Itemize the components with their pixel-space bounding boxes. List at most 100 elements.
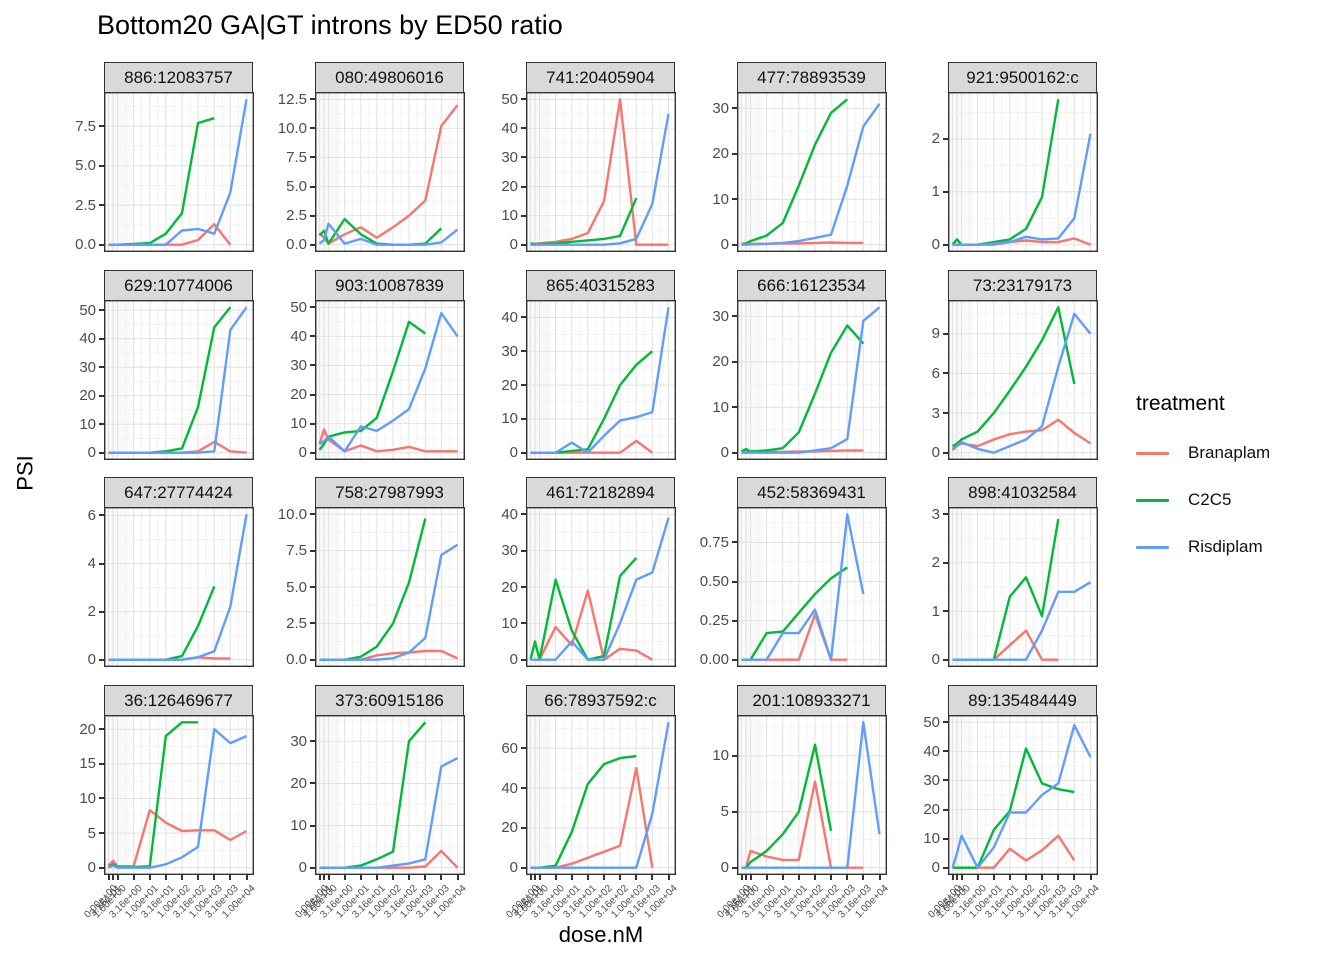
y-tick-mark — [521, 586, 526, 588]
x-tick-mark — [1041, 875, 1044, 880]
y-tick-mark — [99, 204, 104, 207]
y-tick-label: 10 — [712, 398, 729, 416]
facet-strip-label: 89:135484449 — [968, 690, 1077, 710]
x-tick-mark — [765, 875, 768, 880]
y-tick-label: 0.0 — [286, 236, 307, 254]
y-tick-label: 5.0 — [75, 157, 96, 175]
y-tick-label: 2.5 — [286, 207, 307, 225]
series-line-risdiplam — [108, 99, 248, 246]
y-tick-label: 20 — [501, 819, 518, 837]
y-tick-label: 40 — [501, 779, 518, 797]
legend-key-line — [1136, 498, 1169, 502]
y-tick-mark — [310, 156, 315, 159]
y-tick-label: 40 — [290, 327, 307, 345]
facet-panel — [315, 300, 465, 460]
y-tick-mark — [521, 316, 526, 319]
facet-panel — [737, 300, 887, 460]
facet: 629:10774006 0 10 20 30 40 50 — [56, 270, 256, 520]
series-line-risdiplam — [108, 306, 248, 454]
series-line-risdiplam — [951, 312, 1092, 454]
y-tick-label: 30 — [290, 732, 307, 750]
x-tick-mark — [538, 875, 541, 880]
y-tick-mark — [99, 451, 104, 454]
legend-entry-label: C2C5 — [1188, 490, 1232, 509]
x-tick-mark — [1057, 875, 1060, 880]
y-tick-mark — [99, 797, 104, 800]
facet: 201:108933271 0 5 10 0.00e+00 3.16e-01 1.00e+0… — [689, 685, 890, 935]
facet-strip: 741:20405904 — [526, 62, 675, 93]
facet: 080:49806016 0.0 2.5 5.0 7.5 10.0 12.5 — [267, 62, 467, 312]
facet-strip: 73:23179173 — [948, 270, 1097, 301]
y-tick-mark — [99, 514, 104, 517]
x-tick-mark — [107, 875, 110, 880]
y-tick-label: 20 — [290, 386, 307, 404]
x-tick-mark — [781, 875, 784, 880]
y-tick-mark — [99, 866, 104, 869]
x-tick-mark — [667, 875, 670, 880]
facet-panel — [737, 507, 887, 667]
y-tick-label: 7.5 — [286, 148, 307, 166]
x-tick-mark — [1073, 875, 1076, 880]
y-tick-mark — [521, 243, 526, 246]
facet-strip-label: 898:41032584 — [968, 482, 1077, 502]
x-tick-mark — [359, 875, 362, 880]
y-tick-label: 7.5 — [75, 117, 96, 135]
x-tick-mark — [213, 875, 216, 880]
y-tick-label: 5.0 — [286, 178, 307, 196]
y-tick-label: 10 — [923, 830, 940, 848]
facet-strip: 36:126469677 — [104, 685, 253, 716]
facet-strip-label: 66:78937592:c — [544, 690, 657, 710]
series-line-risdiplam — [108, 514, 248, 661]
y-tick-mark — [521, 214, 526, 217]
facet: 647:27774424 0 2 4 6 — [56, 477, 256, 727]
y-tick-label: 7.5 — [286, 542, 307, 560]
facet-panel — [737, 92, 887, 252]
y-tick-mark — [310, 824, 315, 827]
y-tick-label: 60 — [501, 739, 518, 757]
facet-panel — [526, 507, 676, 667]
y-tick-label: 10 — [712, 190, 729, 208]
facet: 73:23179173 0 3 6 9 — [900, 270, 1100, 520]
x-tick-mark — [408, 875, 411, 880]
y-tick-label: 10 — [501, 614, 518, 632]
facet-strip: 66:78937592:c — [526, 685, 675, 716]
y-tick-mark — [310, 586, 315, 588]
y-tick-label: 5 — [720, 803, 729, 821]
x-tick-mark — [440, 875, 443, 880]
y-tick-mark — [732, 360, 737, 363]
y-tick-mark — [943, 658, 948, 661]
x-tick-mark — [343, 875, 346, 880]
y-tick-mark — [310, 866, 315, 869]
facet-strip-label: 080:49806016 — [335, 67, 444, 87]
x-tick-mark — [112, 875, 114, 880]
y-tick-mark — [99, 832, 104, 835]
facet: 886:12083757 0.0 2.5 5.0 7.5 — [56, 62, 256, 312]
y-tick-mark — [310, 214, 315, 217]
x-tick-mark — [956, 875, 958, 880]
x-tick-mark — [846, 875, 849, 880]
y-tick-mark — [943, 332, 948, 335]
y-tick-label: 10 — [712, 747, 729, 765]
series-line-risdiplam — [951, 724, 1092, 869]
y-tick-mark — [943, 243, 948, 246]
y-tick-mark — [99, 562, 104, 565]
series-line-risdiplam — [530, 517, 670, 661]
series-line-risdiplam — [741, 306, 881, 454]
y-tick-label: 10 — [501, 207, 518, 225]
y-tick-label: 4 — [87, 555, 96, 573]
y-tick-label: 30 — [290, 356, 307, 374]
y-tick-mark — [732, 107, 737, 110]
y-tick-label: 50 — [501, 90, 518, 108]
y-tick-mark — [521, 98, 526, 101]
y-tick-label: 0 — [509, 236, 518, 254]
y-tick-label: 40 — [79, 330, 96, 348]
series-line-c2c5 — [529, 557, 638, 661]
x-axis-title: dose.nM — [558, 922, 644, 947]
legend-entry: C2C5 — [1136, 485, 1270, 515]
facet: 36:126469677 0 5 10 15 20 0.00e+00 3.16e-01 1.00… — [56, 685, 257, 935]
series-line-c2c5 — [951, 306, 1076, 448]
y-tick-label: 10 — [290, 415, 307, 433]
y-tick-label: 0 — [87, 651, 96, 669]
y-tick-mark — [732, 619, 737, 622]
y-tick-label: 40 — [923, 742, 940, 760]
